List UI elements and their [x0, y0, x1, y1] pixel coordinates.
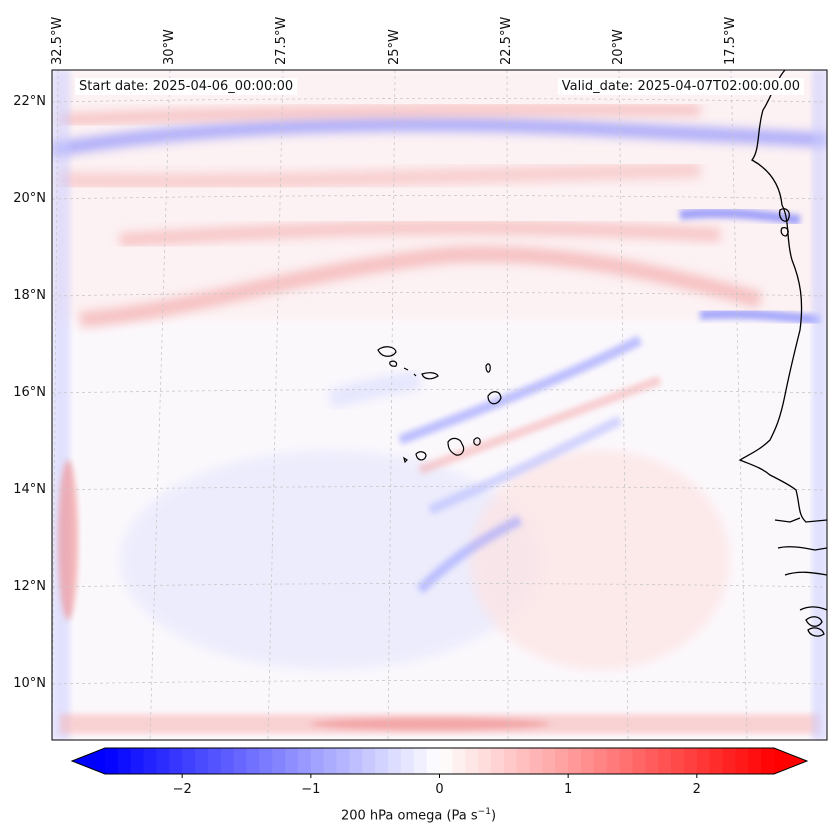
start-date-label: Start date: 2025-04-06_00:00:00: [75, 78, 298, 95]
colorbar-segment: [323, 748, 338, 774]
colorbar-high-extend: [774, 748, 807, 774]
colorbar-segments: [105, 748, 775, 774]
colorbar-segment: [130, 748, 145, 774]
colorbar-segment: [722, 748, 737, 774]
colorbar-segment: [169, 748, 183, 774]
colorbar-segment: [272, 748, 286, 774]
colorbar-segment: [709, 748, 724, 774]
colorbar-segment: [362, 748, 376, 774]
coastline: [738, 70, 827, 637]
colorbar-segment: [465, 748, 479, 774]
colorbar-segment: [117, 748, 132, 774]
colorbar-tick-label: 2: [692, 782, 701, 797]
latitude-label: 16°N: [13, 385, 46, 400]
colorbar-segment: [568, 748, 582, 774]
longitude-label: 32.5°W: [50, 16, 65, 65]
map-frame: [51, 69, 828, 741]
colorbar-segment: [400, 748, 415, 774]
latitude-label: 20°N: [13, 191, 46, 206]
colorbar-segment: [671, 748, 685, 774]
colorbar-segment: [658, 748, 672, 774]
colorbar-segment: [490, 748, 505, 774]
colorbar-title: 200 hPa omega (Pa s−1): [340, 807, 497, 824]
longitude-label: 25°W: [386, 29, 402, 65]
longitude-label: 22.5°W: [498, 16, 514, 65]
colorbar-segment: [516, 748, 531, 774]
valid-date-label: Valid_date: 2025-04-07T02:00:00.00: [557, 78, 804, 95]
colorbar-segment: [503, 748, 518, 774]
colorbar-tick-label: 0: [435, 782, 444, 797]
colorbar-ticks: [181, 774, 698, 778]
longitude-label: 17.5°W: [723, 16, 738, 65]
colorbar-segment: [375, 748, 389, 774]
longitude-label: 30°W: [162, 29, 178, 65]
colorbar-segment: [632, 748, 646, 774]
colorbar-tick-label: −2: [172, 782, 192, 797]
colorbar-segment: [156, 748, 170, 774]
colorbar-segment: [606, 748, 621, 774]
graticule: [52, 70, 827, 740]
colorbar-segment: [439, 748, 453, 774]
colorbar-segment: [246, 748, 260, 774]
latitude-label: 10°N: [13, 676, 46, 691]
colorbar-segment: [452, 748, 466, 774]
colorbar-segment: [143, 748, 158, 774]
omega-field: [52, 70, 827, 740]
colorbar-segment: [105, 748, 119, 774]
colorbar-segment: [542, 748, 556, 774]
colorbar-segment: [555, 748, 569, 774]
colorbar-low-extend: [72, 748, 105, 774]
latitude-label: 12°N: [13, 579, 46, 594]
latitude-label: 18°N: [13, 288, 46, 303]
colorbar-segment: [696, 748, 711, 774]
colorbar-segment: [285, 748, 299, 774]
longitude-label: 20°W: [610, 29, 626, 65]
colorbar: [70, 747, 809, 778]
colorbar-segment: [478, 748, 492, 774]
colorbar-segment: [645, 748, 659, 774]
colorbar-segment: [233, 748, 248, 774]
longitude-label: 27.5°W: [274, 16, 290, 65]
colorbar-tick-label: 1: [564, 782, 573, 797]
colorbar-segment: [259, 748, 273, 774]
african-coast: [738, 70, 827, 611]
colorbar-segment: [413, 748, 428, 774]
colorbar-segment: [529, 748, 544, 774]
colorbar-segment: [619, 748, 634, 774]
colorbar-tick-label: −1: [301, 782, 321, 797]
colorbar-segment: [195, 748, 209, 774]
colorbar-segment: [761, 748, 775, 774]
colorbar-segment: [336, 748, 351, 774]
colorbar-segment: [310, 748, 325, 774]
cabo-verde-islands: [377, 346, 502, 464]
colorbar-segment: [593, 748, 608, 774]
colorbar-segment: [748, 748, 762, 774]
colorbar-segment: [220, 748, 235, 774]
latitude-label: 14°N: [13, 482, 46, 497]
colorbar-segment: [182, 748, 196, 774]
latitude-label: 22°N: [13, 94, 46, 109]
colorbar-segment: [349, 748, 363, 774]
colorbar-segment: [207, 748, 222, 774]
colorbar-segment: [426, 748, 441, 774]
colorbar-segment: [388, 748, 402, 774]
colorbar-segment: [735, 748, 749, 774]
colorbar-segment: [581, 748, 595, 774]
colorbar-segment: [297, 748, 312, 774]
colorbar-segment: [683, 748, 698, 774]
